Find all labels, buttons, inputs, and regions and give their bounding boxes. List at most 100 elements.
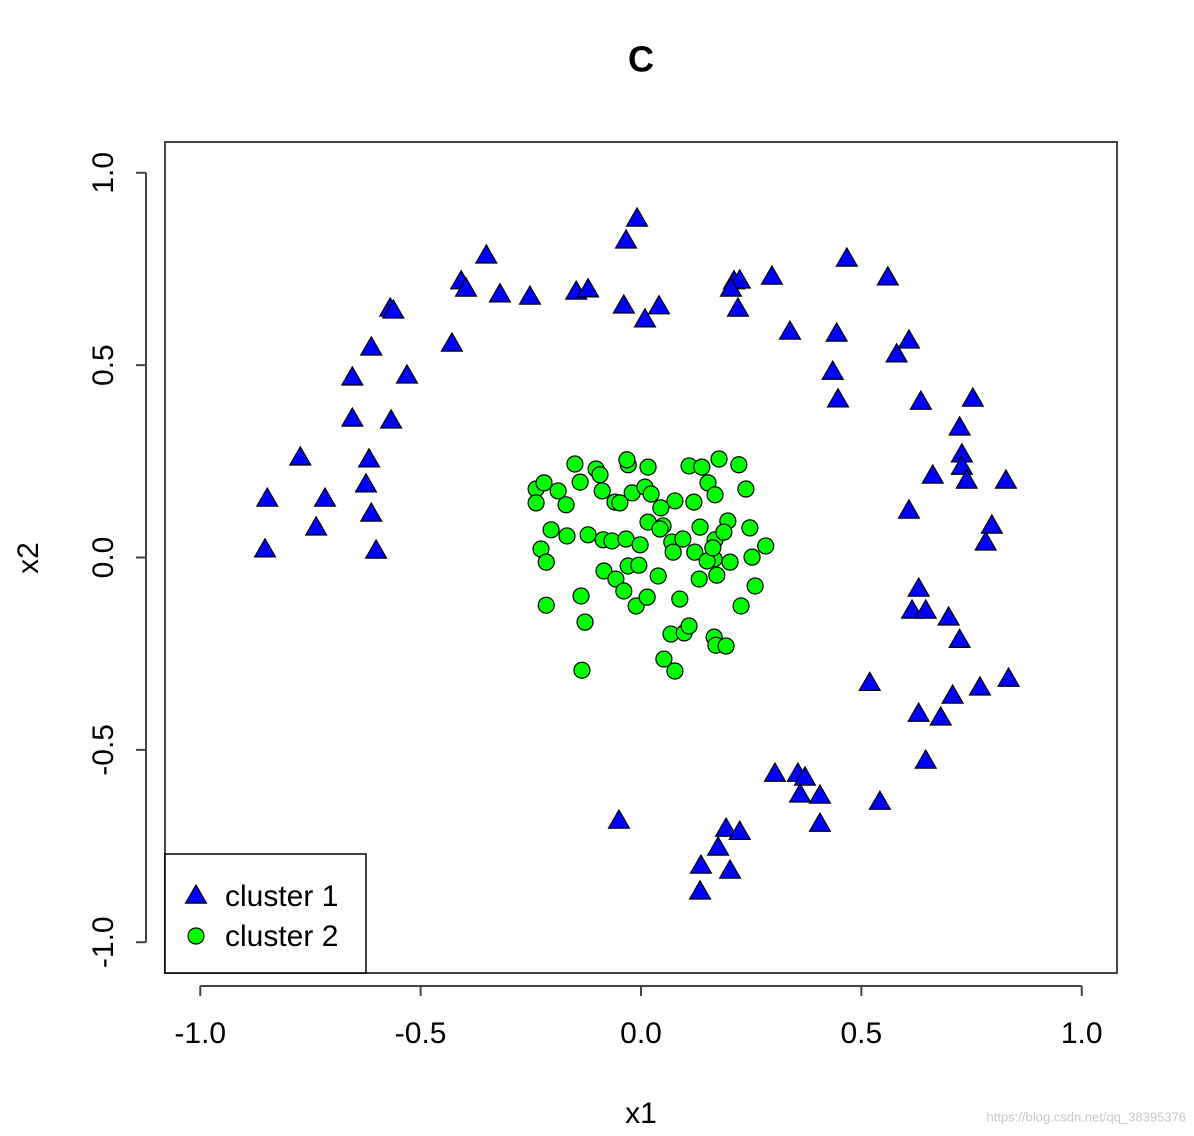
- triangle-point: [488, 282, 512, 303]
- circle-point: [693, 458, 711, 476]
- triangle-point: [974, 530, 998, 551]
- circle-point: [558, 527, 576, 545]
- circle-point: [607, 570, 625, 588]
- circle-point: [746, 577, 764, 595]
- circle-point: [611, 494, 629, 512]
- triangle-point: [354, 472, 378, 493]
- circle-point: [549, 482, 567, 500]
- circle-point: [741, 519, 759, 537]
- triangle-point: [808, 811, 832, 832]
- triangle-point: [835, 246, 859, 267]
- legend: cluster 1 cluster 2: [164, 853, 367, 974]
- circle-point: [572, 587, 590, 605]
- triangle-point: [614, 228, 638, 249]
- x-tick-label: 1.0: [1061, 1017, 1103, 1050]
- triangle-point: [518, 284, 542, 305]
- triangle-point: [714, 816, 738, 837]
- circle-point: [715, 523, 733, 541]
- circle-point: [652, 499, 670, 517]
- triangle-point: [826, 387, 850, 408]
- circle-point: [591, 466, 609, 484]
- legend-swatch: [184, 883, 208, 904]
- circle-point: [737, 480, 755, 498]
- triangle-point: [688, 879, 712, 900]
- triangle-point: [921, 463, 945, 484]
- circle-point: [566, 455, 584, 473]
- triangle-point: [897, 328, 921, 349]
- triangle-point: [440, 331, 464, 352]
- circle-point: [680, 617, 698, 635]
- x-tick-label: -1.0: [174, 1017, 226, 1050]
- circle-point: [666, 662, 684, 680]
- circle-point: [732, 597, 750, 615]
- triangle-point: [955, 468, 979, 489]
- triangle-point: [948, 415, 972, 436]
- circle-point: [639, 458, 657, 476]
- circle-point: [691, 518, 709, 536]
- circle-point: [721, 553, 739, 571]
- circle-point: [704, 539, 722, 557]
- triangle-point: [948, 628, 972, 648]
- x-tick-label: 0.5: [841, 1017, 883, 1050]
- triangle-point: [454, 276, 478, 297]
- triangle-point: [808, 783, 832, 804]
- circle-point: [618, 451, 636, 469]
- y-tick-label: 0.5: [87, 344, 120, 386]
- triangle-point: [914, 748, 938, 769]
- circle-point: [642, 485, 660, 503]
- legend-label: cluster 2: [225, 920, 338, 953]
- triangle-point: [359, 335, 383, 356]
- triangle-point: [825, 321, 849, 342]
- x-tick-label: -0.5: [395, 1017, 447, 1050]
- triangle-point: [689, 853, 713, 874]
- circle-point: [571, 473, 589, 491]
- triangle-point: [763, 761, 787, 782]
- triangle-point: [821, 359, 845, 380]
- triangle-point: [968, 675, 992, 696]
- circle-point: [685, 493, 703, 511]
- circle-point: [595, 562, 613, 580]
- triangle-point: [961, 386, 985, 407]
- y-tick-label: -0.5: [87, 724, 120, 776]
- circle-point: [710, 450, 728, 468]
- triangle-point: [868, 789, 892, 810]
- triangle-point: [997, 666, 1021, 687]
- triangle-point: [941, 683, 965, 704]
- circle-point: [573, 661, 591, 679]
- triangle-point: [340, 406, 364, 427]
- circle-point: [576, 613, 594, 631]
- triangle-point: [728, 819, 752, 840]
- circle-point: [674, 530, 692, 548]
- triangle-point: [359, 501, 383, 522]
- triangle-point: [914, 598, 938, 619]
- triangle-point: [625, 206, 649, 227]
- triangle-point: [788, 782, 812, 803]
- circle-point: [535, 474, 553, 492]
- x-tick-label: 0.0: [620, 1017, 662, 1050]
- circle-point: [743, 548, 761, 566]
- triangle-point: [793, 765, 817, 786]
- triangle-point: [897, 498, 921, 519]
- circle-point: [666, 492, 684, 510]
- triangle-point: [876, 265, 900, 286]
- triangle-point: [313, 486, 337, 507]
- triangle-point: [288, 445, 312, 466]
- triangle-point: [576, 277, 600, 298]
- circle-point: [708, 566, 726, 584]
- triangle-point: [612, 293, 636, 314]
- legend-label: cluster 1: [225, 880, 338, 913]
- triangle-point: [340, 365, 364, 386]
- circle-point: [537, 553, 555, 571]
- triangle-point: [474, 243, 498, 264]
- series-group: [253, 206, 1021, 900]
- circle-point: [631, 536, 649, 554]
- triangle-point: [907, 576, 931, 597]
- triangle-point: [253, 537, 277, 558]
- circle-point: [649, 567, 667, 585]
- circle-point: [557, 496, 575, 514]
- triangle-point: [980, 513, 1004, 534]
- triangle-point: [994, 468, 1018, 489]
- x-axis-title: x1: [625, 1097, 657, 1130]
- triangle-point: [937, 605, 961, 626]
